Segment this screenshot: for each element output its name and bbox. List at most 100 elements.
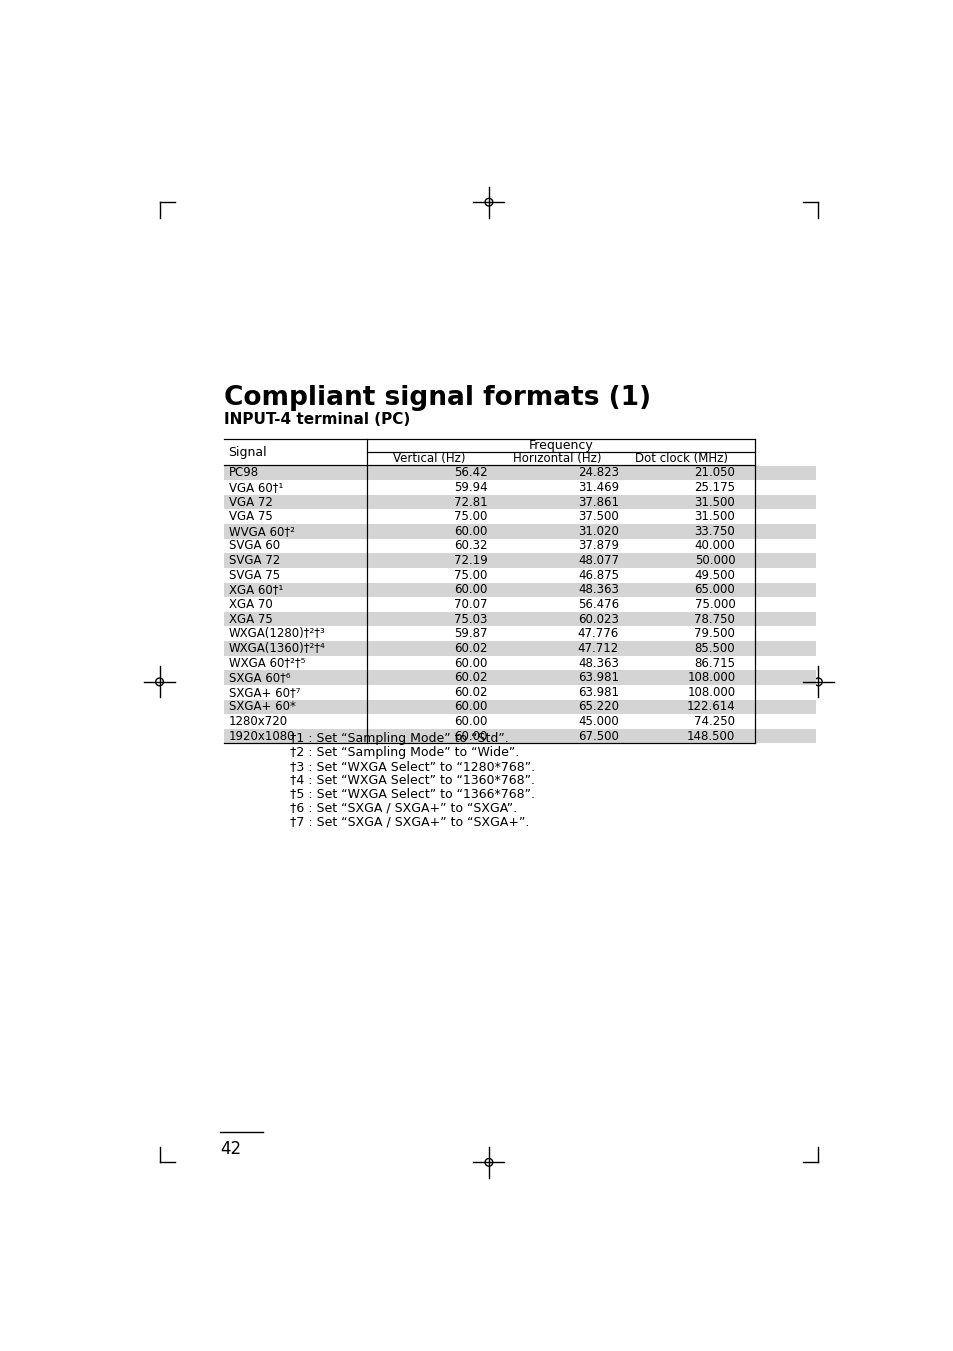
Text: †5 : Set “WXGA Select” to “1366*768”.: †5 : Set “WXGA Select” to “1366*768”. [290,788,535,800]
Text: 48.077: 48.077 [578,554,618,567]
Text: Vertical (Hz): Vertical (Hz) [393,453,465,465]
Bar [224,700,815,715]
Text: 148.500: 148.500 [686,730,735,743]
Bar [224,612,815,627]
Text: VGA 60†¹: VGA 60†¹ [229,481,283,494]
Bar [224,582,815,597]
Text: XGA 60†¹: XGA 60†¹ [229,584,283,596]
Text: 37.879: 37.879 [578,539,618,553]
Text: 60.00: 60.00 [454,700,487,713]
Text: WXGA(1360)†²†⁴: WXGA(1360)†²†⁴ [229,642,325,655]
Text: 56.476: 56.476 [578,598,618,611]
Text: 60.00: 60.00 [454,715,487,728]
Text: 122.614: 122.614 [686,700,735,713]
Text: SXGA+ 60†⁷: SXGA+ 60†⁷ [229,686,299,698]
Text: 60.02: 60.02 [454,642,487,655]
Text: Signal: Signal [229,446,267,459]
Text: XGA 70: XGA 70 [229,598,272,611]
Text: 75.03: 75.03 [454,612,487,626]
Text: 63.981: 63.981 [578,686,618,698]
Text: 108.000: 108.000 [686,686,735,698]
Text: VGA 72: VGA 72 [229,496,273,508]
Text: 79.500: 79.500 [694,627,735,640]
Text: 67.500: 67.500 [578,730,618,743]
Text: 56.42: 56.42 [454,466,487,480]
Text: 45.000: 45.000 [578,715,618,728]
Text: XGA 75: XGA 75 [229,612,272,626]
Bar [224,597,815,612]
Text: 40.000: 40.000 [694,539,735,553]
Text: 72.81: 72.81 [454,496,487,508]
Text: †3 : Set “WXGA Select” to “1280*768”.: †3 : Set “WXGA Select” to “1280*768”. [290,759,535,773]
Text: †6 : Set “SXGA / SXGA+” to “SXGA”.: †6 : Set “SXGA / SXGA+” to “SXGA”. [290,801,517,815]
Text: WXGA 60†²†⁵: WXGA 60†²†⁵ [229,657,305,670]
Text: †2 : Set “Sampling Mode” to “Wide”.: †2 : Set “Sampling Mode” to “Wide”. [290,746,518,759]
Text: Horizontal (Hz): Horizontal (Hz) [513,453,600,465]
Text: †1 : Set “Sampling Mode” to “Std”.: †1 : Set “Sampling Mode” to “Std”. [290,732,508,744]
Text: INPUT-4 terminal (PC): INPUT-4 terminal (PC) [224,412,410,427]
Text: WVGA 60†²: WVGA 60†² [229,524,294,538]
Bar [224,670,815,685]
Text: 75.00: 75.00 [454,569,487,582]
Text: 21.050: 21.050 [694,466,735,480]
Text: 42: 42 [220,1140,241,1158]
Text: 37.861: 37.861 [578,496,618,508]
Text: 75.000: 75.000 [694,598,735,611]
Text: 31.020: 31.020 [578,524,618,538]
Text: 47.712: 47.712 [578,642,618,655]
Bar [224,466,815,480]
Text: SVGA 75: SVGA 75 [229,569,279,582]
Bar [224,524,815,539]
Text: 85.500: 85.500 [694,642,735,655]
Text: 60.02: 60.02 [454,686,487,698]
Text: †7 : Set “SXGA / SXGA+” to “SXGA+”.: †7 : Set “SXGA / SXGA+” to “SXGA+”. [290,815,529,828]
Text: 47.776: 47.776 [578,627,618,640]
Text: 75.00: 75.00 [454,511,487,523]
Text: 48.363: 48.363 [578,584,618,596]
Bar [224,539,815,554]
Text: SXGA+ 60*: SXGA+ 60* [229,700,295,713]
Text: 50.000: 50.000 [694,554,735,567]
Bar [224,567,815,582]
Bar [224,728,815,743]
Text: 86.715: 86.715 [694,657,735,670]
Text: PC98: PC98 [229,466,258,480]
Text: 78.750: 78.750 [694,612,735,626]
Text: Frequency: Frequency [528,439,593,453]
Text: 1920x1080: 1920x1080 [229,730,294,743]
Text: VGA 75: VGA 75 [229,511,272,523]
Text: 72.19: 72.19 [453,554,487,567]
Bar [224,715,815,728]
Bar [224,494,815,509]
Text: 46.875: 46.875 [578,569,618,582]
Text: 60.023: 60.023 [578,612,618,626]
Text: SXGA 60†⁶: SXGA 60†⁶ [229,671,290,684]
Text: 60.00: 60.00 [454,730,487,743]
Text: 60.00: 60.00 [454,584,487,596]
Text: 60.00: 60.00 [454,524,487,538]
Bar [224,642,815,655]
Text: 65.000: 65.000 [694,584,735,596]
Text: 25.175: 25.175 [694,481,735,494]
Text: 70.07: 70.07 [454,598,487,611]
Text: 31.500: 31.500 [694,496,735,508]
Bar [224,509,815,524]
Text: 108.000: 108.000 [686,671,735,684]
Text: 31.500: 31.500 [694,511,735,523]
Text: 60.00: 60.00 [454,657,487,670]
Bar [224,627,815,642]
Text: 48.363: 48.363 [578,657,618,670]
Text: 49.500: 49.500 [694,569,735,582]
Text: 24.823: 24.823 [578,466,618,480]
Bar [224,655,815,670]
Text: 33.750: 33.750 [694,524,735,538]
Text: 59.87: 59.87 [454,627,487,640]
Text: 31.469: 31.469 [578,481,618,494]
Text: 60.32: 60.32 [454,539,487,553]
Bar [224,480,815,494]
Text: 37.500: 37.500 [578,511,618,523]
Bar [224,554,815,567]
Text: 65.220: 65.220 [578,700,618,713]
Text: 63.981: 63.981 [578,671,618,684]
Text: 59.94: 59.94 [454,481,487,494]
